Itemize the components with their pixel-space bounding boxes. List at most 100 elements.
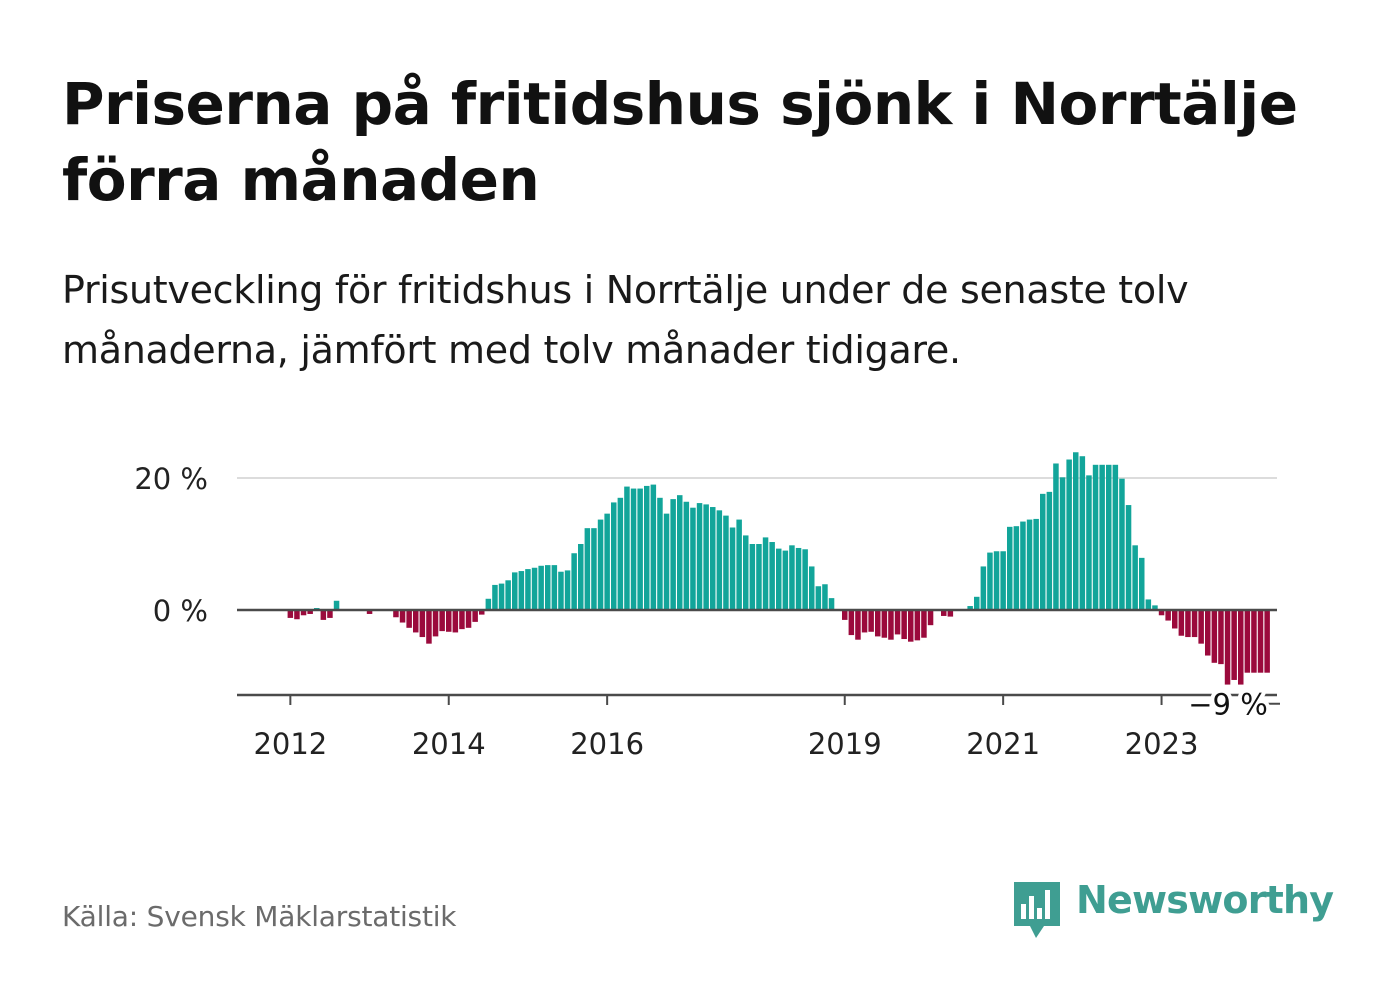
- bar-136: [1145, 599, 1152, 610]
- bar-80: [776, 548, 782, 610]
- bar-130: [1106, 464, 1112, 610]
- bar-97: [888, 610, 894, 640]
- y-tick-label-0: 0 %: [153, 594, 208, 628]
- x-tick-label-2016: 2016: [570, 727, 644, 761]
- bar-44: [538, 565, 544, 610]
- bar-39: [505, 580, 511, 610]
- bar-117: [1020, 521, 1026, 610]
- bar-110: [974, 596, 980, 610]
- bar-53: [597, 519, 604, 610]
- bar-131: [1112, 464, 1119, 610]
- bar-120: [1040, 493, 1046, 610]
- bar-124: [1066, 459, 1072, 610]
- bar-137: [1152, 605, 1158, 610]
- bar-113: [993, 551, 1000, 610]
- bar-94: [868, 610, 874, 632]
- bar-134: [1132, 545, 1138, 610]
- bar-118: [1026, 519, 1033, 610]
- y-tick-label-20: 20 %: [134, 462, 208, 496]
- bar-147: [1218, 610, 1224, 665]
- bar-26: [419, 610, 426, 638]
- bar-88: [828, 598, 835, 610]
- x-tick-label-2019: 2019: [808, 727, 882, 761]
- bar-61: [650, 484, 657, 610]
- bar-75: [743, 535, 749, 610]
- bar-58: [630, 488, 637, 610]
- bar-72: [723, 515, 729, 610]
- bar-82: [789, 545, 795, 610]
- bar-12: [327, 610, 333, 618]
- bar-56: [617, 497, 624, 610]
- bar-62: [657, 497, 663, 610]
- bar-27: [426, 610, 432, 644]
- bar-23: [399, 610, 406, 623]
- bar-119: [1033, 518, 1039, 610]
- bar-112: [987, 552, 993, 610]
- bar-71: [716, 510, 723, 610]
- bar-32: [459, 610, 465, 630]
- bar-chart: 0 %20 %2012 2014 2016 2019 2021 2023−9 %−9 %: [134, 452, 1280, 761]
- bar-106: [947, 610, 954, 617]
- bar-95: [875, 610, 881, 637]
- bar-13: [333, 600, 340, 610]
- bar-60: [644, 485, 650, 610]
- x-tick-label-2012: 2012: [253, 727, 327, 761]
- x-tick-label-2021: 2021: [966, 727, 1040, 761]
- bar-93: [861, 610, 868, 633]
- bar-153: [1257, 610, 1264, 673]
- x-tick-label-2014: 2014: [412, 727, 486, 761]
- bar-38: [498, 583, 505, 610]
- bar-35: [479, 610, 485, 615]
- bar-139: [1165, 610, 1171, 621]
- bar-33: [465, 610, 472, 628]
- bar-59: [637, 488, 643, 610]
- bar-41: [518, 571, 525, 610]
- bar-46: [551, 565, 558, 610]
- bar-47: [558, 571, 564, 610]
- bar-121: [1046, 491, 1053, 610]
- bar-67: [690, 507, 696, 610]
- bar-101: [914, 610, 921, 641]
- bar-55: [611, 502, 617, 610]
- bar-77: [756, 544, 762, 610]
- bar-99: [901, 610, 907, 640]
- bar-11: [320, 610, 327, 620]
- bar-154: [1264, 610, 1270, 673]
- bar-109: [967, 606, 973, 610]
- bar-146: [1211, 610, 1218, 663]
- bar-133: [1125, 505, 1132, 610]
- bar-9: [307, 610, 313, 614]
- chart-subtitle: Prisutveckling för fritidshus i Norrtälj…: [62, 268, 1189, 372]
- bar-40: [512, 572, 518, 610]
- bar-127: [1086, 475, 1092, 610]
- bar-115: [1007, 526, 1013, 610]
- bar-150: [1238, 610, 1244, 685]
- bar-100: [908, 610, 914, 642]
- bar-50: [578, 544, 584, 610]
- bar-8: [300, 610, 307, 616]
- bar-140: [1172, 610, 1178, 629]
- bar-84: [802, 549, 808, 610]
- bar-52: [591, 528, 597, 610]
- bar-128: [1092, 464, 1099, 610]
- bar-98: [894, 610, 901, 635]
- bar-37: [492, 584, 498, 610]
- x-tick-label-2023: 2023: [1125, 727, 1199, 761]
- bar-145: [1205, 610, 1211, 656]
- bar-123: [1059, 477, 1066, 610]
- bar-86: [815, 586, 822, 610]
- bar-144: [1198, 610, 1204, 644]
- newsworthy-brand[interactable]: Newsworthy: [1012, 878, 1334, 940]
- last-value-label: −9 %: [1188, 688, 1268, 722]
- bar-69: [703, 504, 709, 610]
- bar-51: [584, 528, 591, 610]
- bar-43: [531, 567, 538, 610]
- bar-28: [432, 610, 439, 637]
- bar-102: [921, 610, 927, 638]
- bar-111: [980, 566, 987, 610]
- newsworthy-logo-icon: [1014, 882, 1060, 938]
- bar-34: [472, 610, 478, 622]
- bar-45: [545, 565, 551, 610]
- bar-152: [1251, 610, 1257, 673]
- bar-151: [1244, 610, 1251, 673]
